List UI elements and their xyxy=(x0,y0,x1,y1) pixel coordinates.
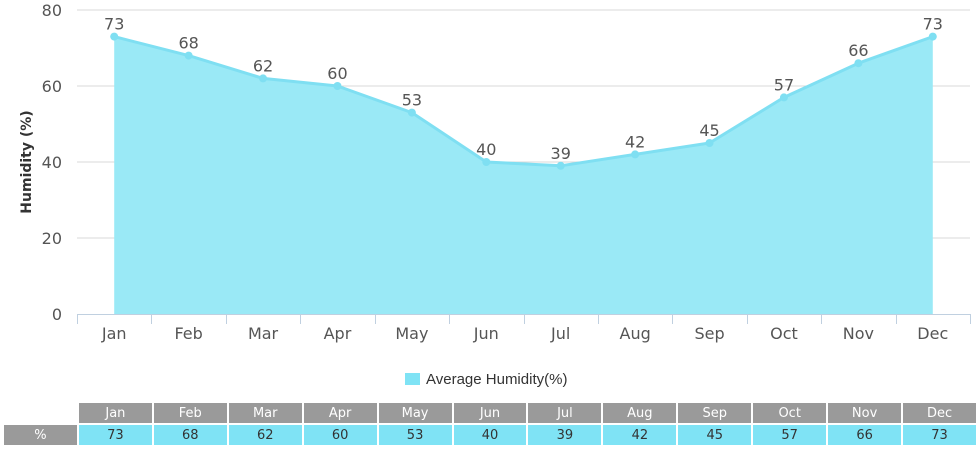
y-tick-label: 40 xyxy=(42,153,62,172)
x-tick-label: Jan xyxy=(101,324,127,343)
data-point[interactable] xyxy=(259,74,268,83)
area-fill xyxy=(114,36,933,314)
axes: 0 20 40 60 80 Jan Feb Mar Apr May Jun Jul Aug Sep Oct N… xyxy=(42,1,971,343)
table-value-cell: 53 xyxy=(378,425,452,445)
table-value-cell: 42 xyxy=(603,425,677,445)
table-header-row: Jan Feb Mar Apr May Jun Jul Aug Sep Oct Nov Dec xyxy=(4,403,976,423)
data-label: 45 xyxy=(699,121,719,140)
legend-swatch xyxy=(405,373,420,385)
x-tick-label: Nov xyxy=(843,324,874,343)
data-label: 73 xyxy=(104,15,124,34)
data-label: 62 xyxy=(253,56,273,75)
data-point[interactable] xyxy=(482,158,491,166)
data-label: 39 xyxy=(551,144,571,163)
table-value-cell: 39 xyxy=(528,425,602,445)
x-tick-label: Oct xyxy=(770,324,798,343)
x-tick-label: Feb xyxy=(174,324,202,343)
y-tick-label: 60 xyxy=(42,77,62,96)
table-value-cell: 45 xyxy=(678,425,752,445)
data-point[interactable] xyxy=(705,139,714,147)
table-corner-cell xyxy=(4,403,77,423)
data-label: 66 xyxy=(848,41,868,60)
x-tick-label: Sep xyxy=(694,324,724,343)
table-value-cell: 57 xyxy=(753,425,827,445)
x-tick-label: Apr xyxy=(324,324,352,343)
y-tick-label: 0 xyxy=(52,305,62,324)
data-point[interactable] xyxy=(779,93,788,102)
table-header-cell: Dec xyxy=(903,403,976,423)
data-point[interactable] xyxy=(110,32,119,41)
x-tick-label: May xyxy=(395,324,428,343)
x-tick-label: Dec xyxy=(917,324,948,343)
table-value-cell: 73 xyxy=(78,425,152,445)
table-value-cell: 60 xyxy=(303,425,377,445)
table-value-cell: 73 xyxy=(903,425,976,445)
data-point[interactable] xyxy=(407,108,416,117)
data-point[interactable] xyxy=(184,51,193,60)
data-labels: 73 68 62 60 53 40 39 42 45 57 66 73 xyxy=(104,15,943,163)
table-header-cell: Apr xyxy=(303,403,377,423)
table-header-cell: Aug xyxy=(603,403,677,423)
table-header-cell: Oct xyxy=(753,403,827,423)
table-value-cell: 40 xyxy=(453,425,527,445)
data-label: 40 xyxy=(476,140,496,159)
table-value-cell: 66 xyxy=(828,425,902,445)
data-point[interactable] xyxy=(928,32,937,41)
data-point[interactable] xyxy=(333,82,342,90)
data-label: 68 xyxy=(178,34,198,53)
series-line xyxy=(113,35,934,168)
table-header-cell: Jan xyxy=(78,403,152,423)
y-tick-label: 80 xyxy=(42,1,62,20)
data-label: 53 xyxy=(402,91,422,110)
data-label: 42 xyxy=(625,132,645,151)
table-value-cell: 62 xyxy=(228,425,302,445)
data-label: 60 xyxy=(327,64,347,83)
data-point[interactable] xyxy=(556,161,565,170)
legend-label: Average Humidity(%) xyxy=(426,370,568,388)
y-axis-label: Humidity (%) xyxy=(19,110,35,213)
legend[interactable]: Average Humidity(%) xyxy=(405,369,567,389)
humidity-data-table: Jan Feb Mar Apr May Jun Jul Aug Sep Oct Nov Dec % 7… xyxy=(2,401,978,447)
area-series xyxy=(110,32,937,314)
table-value-row: % 73 68 62 60 53 40 39 42 45 57 66 73 xyxy=(4,425,976,445)
humidity-area-chart: 0 20 40 60 80 Jan Feb Mar Apr May Jun Jul Aug Sep Oct N… xyxy=(19,1,971,343)
x-tick-label: Jun xyxy=(473,324,499,343)
data-point[interactable] xyxy=(631,150,640,159)
table-header-cell: Sep xyxy=(678,403,752,423)
table-header-cell: Jun xyxy=(453,403,527,423)
table-value-cell: 68 xyxy=(153,425,227,445)
table-row-label: % xyxy=(4,425,77,445)
x-tick-label: Mar xyxy=(248,324,279,343)
table-header-cell: Nov xyxy=(828,403,902,423)
y-tick-label: 20 xyxy=(42,229,62,248)
table-header-cell: Jul xyxy=(528,403,602,423)
data-label: 73 xyxy=(923,15,943,34)
table-header-cell: Feb xyxy=(153,403,227,423)
data-point[interactable] xyxy=(854,59,863,68)
x-tick-label: Aug xyxy=(620,324,651,343)
table-header-cell: May xyxy=(378,403,452,423)
data-label: 57 xyxy=(774,75,794,94)
table-header-cell: Mar xyxy=(228,403,302,423)
x-tick-label: Jul xyxy=(550,324,570,343)
